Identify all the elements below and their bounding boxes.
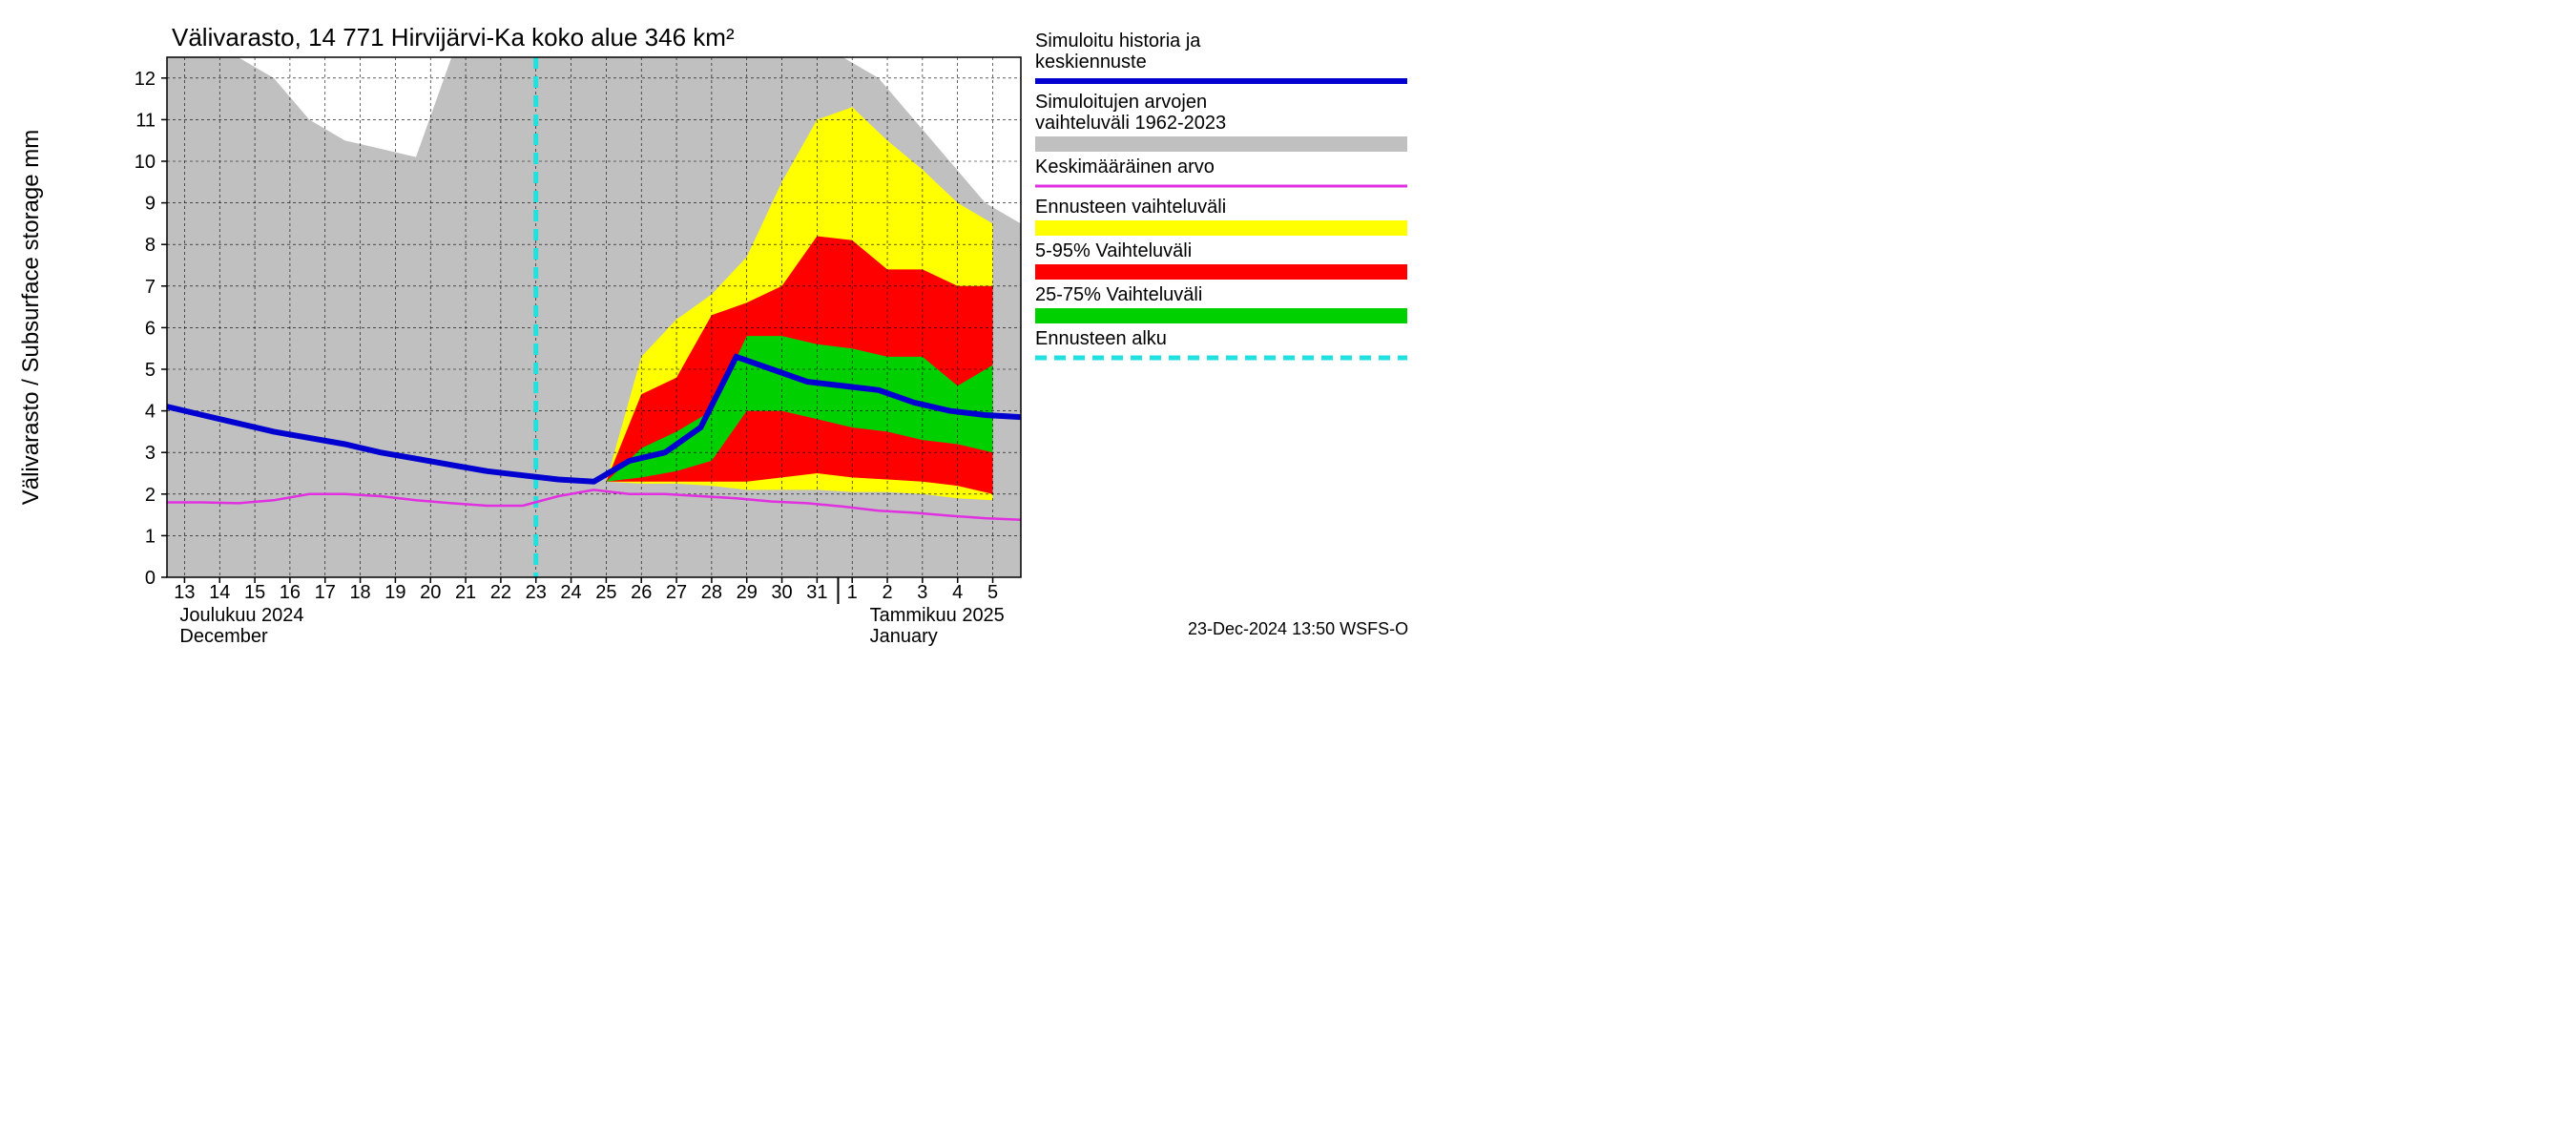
month-label-en: January — [870, 626, 938, 647]
x-tick-label: 3 — [917, 582, 927, 603]
x-tick-label: 2 — [882, 582, 892, 603]
y-tick-label: 1 — [145, 526, 156, 547]
y-tick-label: 4 — [145, 402, 156, 423]
y-tick-label: 8 — [145, 235, 156, 256]
x-tick-label: 22 — [490, 582, 511, 603]
x-tick-label: 17 — [315, 582, 336, 603]
x-tick-label: 16 — [280, 582, 301, 603]
x-tick-label: 28 — [701, 582, 722, 603]
x-tick-label: 18 — [349, 582, 370, 603]
x-tick-label: 5 — [987, 582, 998, 603]
legend-label: Ennusteen vaihteluväli — [1035, 197, 1226, 218]
x-tick-label: 31 — [806, 582, 827, 603]
legend-swatch — [1035, 136, 1407, 152]
month-label-fi: Joulukuu 2024 — [179, 605, 303, 626]
y-tick-label: 6 — [145, 318, 156, 339]
y-tick-label: 2 — [145, 485, 156, 506]
y-axis-label: Välivarasto / Subsurface storage mm — [18, 130, 44, 506]
legend-label: Simuloitu historia ja — [1035, 31, 1201, 52]
y-tick-label: 7 — [145, 277, 156, 298]
month-label-fi: Tammikuu 2025 — [870, 605, 1005, 626]
legend-label: 25-75% Vaihteluväli — [1035, 284, 1202, 305]
x-tick-label: 24 — [560, 582, 581, 603]
legend-label: 5-95% Vaihteluväli — [1035, 240, 1192, 261]
legend-label: keskiennuste — [1035, 52, 1147, 73]
x-tick-label: 26 — [631, 582, 652, 603]
x-tick-label: 29 — [737, 582, 758, 603]
y-tick-label: 5 — [145, 360, 156, 381]
x-tick-label: 30 — [771, 582, 792, 603]
x-tick-label: 15 — [244, 582, 265, 603]
y-tick-label: 10 — [135, 152, 156, 173]
legend-swatch — [1035, 308, 1407, 323]
legend-swatch — [1035, 220, 1407, 236]
x-tick-label: 1 — [847, 582, 858, 603]
legend-swatch — [1035, 264, 1407, 280]
x-tick-label: 19 — [384, 582, 405, 603]
y-tick-label: 3 — [145, 443, 156, 464]
x-tick-label: 23 — [526, 582, 547, 603]
x-tick-label: 14 — [209, 582, 230, 603]
y-tick-label: 11 — [135, 110, 156, 131]
x-tick-label: 13 — [174, 582, 195, 603]
legend-label: Keskimääräinen arvo — [1035, 156, 1215, 177]
y-tick-label: 12 — [135, 69, 156, 90]
x-tick-label: 25 — [595, 582, 616, 603]
y-tick-label: 0 — [145, 568, 156, 589]
x-tick-label: 27 — [666, 582, 687, 603]
month-label-en: December — [179, 626, 268, 647]
y-tick-label: 9 — [145, 194, 156, 215]
footer-timestamp: 23-Dec-2024 13:50 WSFS-O — [1188, 619, 1408, 638]
legend-label: Ennusteen alku — [1035, 328, 1167, 349]
legend-label: vaihteluväli 1962-2023 — [1035, 113, 1226, 134]
x-tick-label: 4 — [952, 582, 963, 603]
x-tick-label: 21 — [455, 582, 476, 603]
chart-title: Välivarasto, 14 771 Hirvijärvi-Ka koko a… — [172, 23, 735, 52]
legend-label: Simuloitujen arvojen — [1035, 92, 1207, 113]
x-tick-label: 20 — [420, 582, 441, 603]
subsurface-storage-chart: 0123456789101112131415161718192021222324… — [0, 0, 1431, 668]
